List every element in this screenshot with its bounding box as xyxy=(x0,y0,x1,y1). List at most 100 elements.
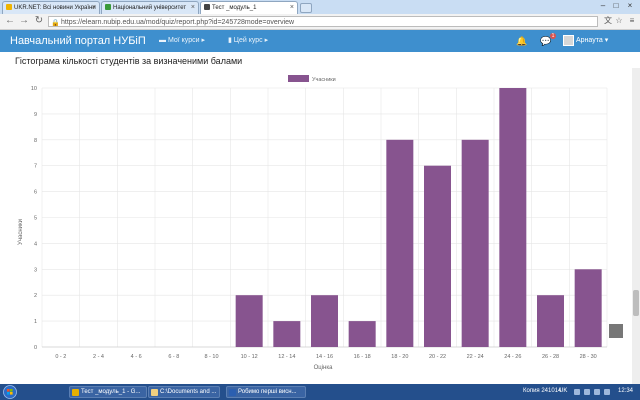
taskbar-item-browser[interactable]: Тест _модуль_1 - G... xyxy=(69,386,147,398)
user-menu[interactable]: Арнаута ▾ xyxy=(576,37,609,44)
y-tick-label: 9 xyxy=(34,112,37,118)
bar[interactable] xyxy=(537,295,564,347)
x-tick-label: 12 - 14 xyxy=(278,354,295,360)
reload-icon[interactable]: ↻ xyxy=(34,15,44,26)
taskbar-item-explorer[interactable]: C:\Documents and ... xyxy=(148,386,220,398)
minimize-window-icon[interactable]: – xyxy=(600,1,606,10)
address-bar[interactable]: 🔒 https://elearn.nubip.edu.ua/mod/quiz/r… xyxy=(48,16,598,27)
courses-icon: ▬ xyxy=(159,37,168,44)
back-arrow-icon[interactable]: ← xyxy=(5,15,15,26)
chart-grid xyxy=(41,87,608,348)
tab-label: Національний університет xyxy=(113,5,187,11)
site-brand[interactable]: Навчальний портал НУБіП xyxy=(10,35,146,47)
university-favicon-icon xyxy=(105,4,111,11)
y-tick-label: 6 xyxy=(34,190,37,196)
x-tick-label: 22 - 24 xyxy=(467,354,484,360)
y-tick-label: 0 xyxy=(34,345,37,351)
tray-network-icon[interactable] xyxy=(574,389,580,395)
y-tick-label: 7 xyxy=(34,164,37,170)
new-tab-button[interactable] xyxy=(300,3,312,13)
tab-label: Тест _модуль_1 xyxy=(212,5,257,11)
x-tick-label: 0 - 2 xyxy=(55,354,66,360)
bar[interactable] xyxy=(273,321,301,347)
word-icon xyxy=(229,389,236,396)
taskbar-item-label: Тест _модуль_1 - G... xyxy=(81,389,141,395)
tray-flag-icon[interactable] xyxy=(604,389,610,395)
y-tick-label: 10 xyxy=(31,86,37,92)
browser-tab-university[interactable]: Національний університет × xyxy=(101,1,199,14)
page-scrollbar[interactable] xyxy=(632,68,640,384)
browser-tab-strip: UKR.NET: Всі новини України × Національн… xyxy=(0,0,640,14)
avatar[interactable] xyxy=(563,35,574,46)
x-axis-ticks: 0 - 2 2 - 4 4 - 6 6 - 8 8 - 10 10 - 12 12 - 14… xyxy=(55,354,596,360)
back-to-top-button[interactable] xyxy=(609,324,623,338)
y-axis-label: Учасники xyxy=(18,219,24,245)
url-text: https://elearn.nubip.edu.ua/mod/quiz/rep… xyxy=(61,19,295,26)
x-tick-label: 16 - 18 xyxy=(354,354,371,360)
x-tick-label: 8 - 10 xyxy=(204,354,218,360)
maximize-window-icon[interactable]: □ xyxy=(613,1,619,10)
scrollbar-thumb[interactable] xyxy=(633,290,639,316)
x-tick-label: 28 - 30 xyxy=(580,354,597,360)
x-tick-label: 10 - 12 xyxy=(241,354,258,360)
clock: 12:34 xyxy=(618,388,634,394)
chrome-icon xyxy=(72,389,79,396)
nav-my-courses-label: Мої курси ▸ xyxy=(167,37,205,44)
browser-tab-quiz[interactable]: Тест _модуль_1 × xyxy=(200,1,298,14)
histogram-chart: 0 - 2 2 - 4 4 - 6 6 - 8 8 - 10 10 - 12 12 - 14… xyxy=(18,75,608,371)
y-tick-label: 5 xyxy=(34,216,37,222)
translate-icon[interactable]: 文 xyxy=(604,16,612,25)
tray-shield-icon[interactable] xyxy=(584,389,590,395)
x-tick-label: 14 - 16 xyxy=(316,354,333,360)
x-axis-label: Оцінка xyxy=(314,365,334,371)
x-tick-label: 20 - 22 xyxy=(429,354,446,360)
bar[interactable] xyxy=(235,295,263,347)
windows-taskbar: Тест _модуль_1 - G... C:\Documents and .… xyxy=(0,384,640,400)
site-header: Навчальний портал НУБіП ▬ Мої курси ▸ ▮ … xyxy=(0,30,640,52)
course-icon: ▮ xyxy=(228,37,234,44)
notification-bell-icon[interactable]: 🔔 xyxy=(516,36,528,46)
nav-this-course[interactable]: ▮ Цей курс ▸ xyxy=(228,35,268,47)
bar[interactable] xyxy=(499,88,527,347)
quiz-favicon-icon xyxy=(204,4,210,11)
ukrnet-favicon-icon xyxy=(6,4,12,11)
y-tick-label: 2 xyxy=(34,293,37,299)
bar[interactable] xyxy=(424,165,451,347)
menu-icon[interactable]: ≡ xyxy=(629,16,635,25)
start-button-icon[interactable] xyxy=(1,385,19,399)
chart-bars xyxy=(235,88,602,347)
close-tab-icon[interactable]: × xyxy=(190,4,195,11)
x-tick-label: 6 - 8 xyxy=(168,354,179,360)
tray-volume-icon[interactable] xyxy=(594,389,600,395)
y-tick-label: 4 xyxy=(34,241,37,247)
y-tick-label: 1 xyxy=(34,319,37,325)
bar[interactable] xyxy=(311,295,338,347)
close-tab-icon[interactable]: × xyxy=(91,4,96,11)
y-tick-label: 8 xyxy=(34,138,37,144)
close-tab-icon[interactable]: × xyxy=(289,4,294,11)
taskbar-item-label: Робимо перші висн... xyxy=(238,389,297,395)
lock-icon: 🔒 xyxy=(51,20,60,27)
message-count-badge: 1 xyxy=(550,33,556,39)
x-tick-label: 4 - 6 xyxy=(131,354,142,360)
language-indicator[interactable]: UK xyxy=(559,388,568,394)
x-tick-label: 24 - 26 xyxy=(504,354,521,360)
y-tick-label: 3 xyxy=(34,267,37,273)
bar[interactable] xyxy=(386,139,414,347)
browser-tab-ukrnet[interactable]: UKR.NET: Всі новини України × xyxy=(2,1,100,14)
bookmark-star-icon[interactable]: ☆ xyxy=(615,16,623,25)
bar[interactable] xyxy=(348,321,376,347)
bar[interactable] xyxy=(461,139,489,347)
close-window-icon[interactable]: × xyxy=(627,1,633,10)
x-tick-label: 2 - 4 xyxy=(93,354,104,360)
taskbar-item-word[interactable]: Робимо перші висн... xyxy=(226,386,306,398)
legend-label: Учасники xyxy=(312,77,336,83)
nav-my-courses[interactable]: ▬ Мої курси ▸ xyxy=(159,35,205,47)
message-icon[interactable]: 💬 xyxy=(540,36,552,46)
forward-arrow-icon[interactable]: → xyxy=(19,15,29,26)
legend-swatch[interactable] xyxy=(288,75,309,82)
nav-this-course-label: Цей курс ▸ xyxy=(233,37,269,44)
x-tick-label: 26 - 28 xyxy=(542,354,559,360)
windows-version-text: Копия 241014 xyxy=(523,388,562,394)
bar[interactable] xyxy=(574,269,602,347)
